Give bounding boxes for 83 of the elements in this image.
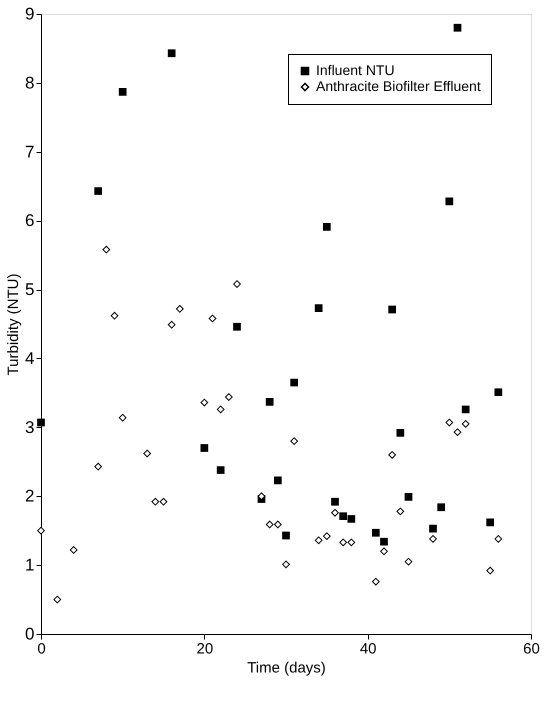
point xyxy=(266,398,274,406)
point xyxy=(94,187,102,195)
point xyxy=(94,462,102,470)
point xyxy=(70,546,78,554)
y-tick-label: 7 xyxy=(25,142,34,162)
point xyxy=(404,558,412,566)
point xyxy=(168,49,176,58)
point xyxy=(372,578,380,586)
point xyxy=(429,524,437,532)
point xyxy=(143,450,152,458)
point xyxy=(339,512,348,520)
point xyxy=(282,532,290,540)
point xyxy=(151,498,160,506)
point xyxy=(380,547,388,556)
point xyxy=(314,536,323,544)
y-tick-label: 1 xyxy=(25,556,34,575)
point xyxy=(331,498,339,506)
y-tick-label: 2 xyxy=(25,486,34,506)
point xyxy=(454,428,462,436)
legend-label: Anthracite Biofilter Effluent xyxy=(316,78,481,94)
point xyxy=(396,508,404,516)
y-tick-label: 0 xyxy=(25,624,34,644)
point xyxy=(429,535,437,543)
point xyxy=(445,418,454,426)
point xyxy=(388,451,396,459)
point xyxy=(266,520,274,528)
y-tick-label: 8 xyxy=(25,73,34,92)
point xyxy=(200,398,208,406)
point xyxy=(396,428,404,437)
point xyxy=(322,532,331,540)
point xyxy=(437,503,446,512)
point xyxy=(290,378,298,386)
point xyxy=(37,418,45,426)
point xyxy=(282,560,290,568)
point xyxy=(380,538,388,546)
point xyxy=(290,437,298,445)
point xyxy=(339,538,348,546)
y-tick-label: 3 xyxy=(25,418,34,437)
point xyxy=(372,528,380,537)
point xyxy=(388,306,396,314)
point xyxy=(486,518,494,526)
point xyxy=(168,320,176,329)
point xyxy=(274,520,282,528)
y-tick-label: 4 xyxy=(25,348,34,368)
point xyxy=(233,280,241,288)
point xyxy=(160,498,168,506)
point xyxy=(331,508,339,517)
x-axis-title: Time (days) xyxy=(247,660,326,676)
point xyxy=(486,566,494,574)
legend-label: Influent NTU xyxy=(316,62,395,78)
y-tick-label: 6 xyxy=(25,211,34,230)
point xyxy=(102,246,110,254)
point xyxy=(494,388,502,396)
x-tick-label: 60 xyxy=(523,640,540,658)
point xyxy=(110,312,118,320)
point xyxy=(454,24,462,32)
y-axis-title: Turbidity (NTU) xyxy=(5,274,22,376)
point xyxy=(224,393,233,401)
point xyxy=(208,314,216,322)
y-tick-label: 9 xyxy=(25,4,34,24)
point xyxy=(118,88,127,96)
point xyxy=(216,466,225,474)
point xyxy=(347,515,356,523)
x-tick-label: 20 xyxy=(196,640,214,658)
x-tick-label: 0 xyxy=(37,640,46,658)
point xyxy=(176,304,184,313)
point xyxy=(494,535,502,543)
point xyxy=(462,406,470,414)
point xyxy=(314,304,323,312)
point xyxy=(200,444,208,452)
point xyxy=(37,526,45,535)
x-tick-label: 40 xyxy=(360,640,377,658)
point xyxy=(445,198,454,206)
point xyxy=(233,322,241,331)
point xyxy=(322,223,331,231)
point xyxy=(404,493,412,501)
point xyxy=(216,406,225,414)
point xyxy=(274,476,282,484)
point xyxy=(347,538,356,546)
point xyxy=(462,420,470,428)
point xyxy=(118,414,127,422)
point xyxy=(53,596,62,604)
y-tick-label: 5 xyxy=(25,280,34,300)
